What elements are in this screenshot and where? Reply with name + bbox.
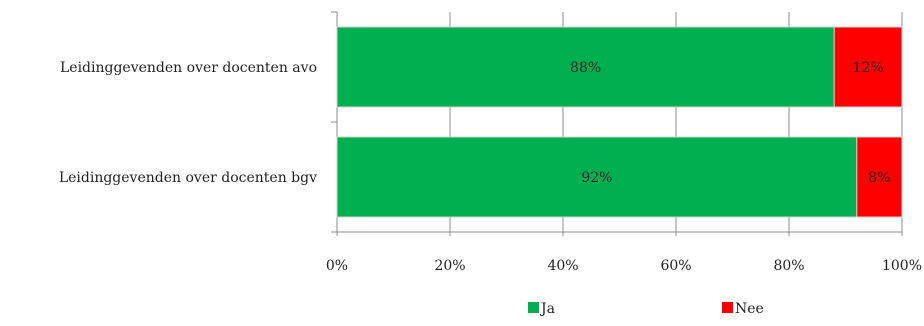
bar-ja-1 (336, 136, 858, 218)
bar-nee-1 (856, 136, 903, 218)
bar-label-ja-0: 88% (570, 60, 601, 76)
bar-label-ja-1: 92% (581, 170, 612, 186)
x-tick-label-2: 40% (547, 258, 578, 274)
category-label-0: Leidinggevenden over docenten avo (60, 60, 317, 76)
legend-swatch-nee (722, 302, 733, 313)
bar-label-nee-1: 8% (868, 170, 890, 186)
x-tick-label-0: 0% (326, 258, 348, 274)
x-tick-label-3: 60% (660, 258, 691, 274)
legend-label-nee: Nee (735, 301, 764, 317)
legend-label-ja: Ja (539, 301, 555, 317)
legend-swatch-ja (528, 302, 539, 313)
x-tick-label-1: 20% (434, 258, 465, 274)
category-label-1: Leidinggevenden over docenten bgv (59, 170, 317, 186)
bar-ja-0 (336, 26, 835, 108)
x-tick-label-5: 100% (882, 258, 922, 274)
x-tick-label-4: 80% (773, 258, 804, 274)
bar-nee-0 (833, 26, 903, 108)
bar-label-nee-0: 12% (853, 60, 884, 76)
